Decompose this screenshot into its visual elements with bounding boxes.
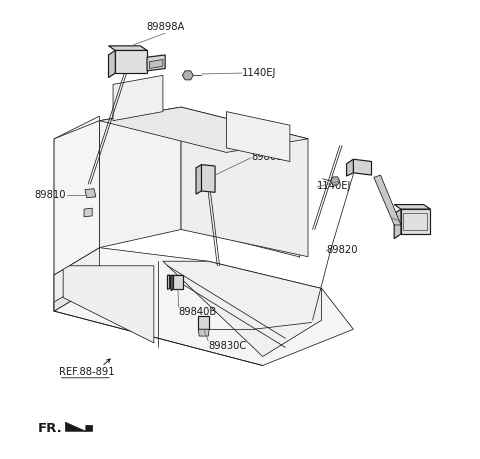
Polygon shape: [198, 329, 209, 336]
Text: 89830C: 89830C: [208, 341, 247, 351]
Polygon shape: [54, 116, 99, 311]
Text: 89810: 89810: [34, 190, 65, 201]
Text: 1140EJ: 1140EJ: [317, 181, 351, 191]
Polygon shape: [115, 50, 147, 73]
Polygon shape: [171, 275, 173, 291]
Polygon shape: [374, 175, 401, 225]
Polygon shape: [113, 75, 163, 121]
Polygon shape: [63, 266, 154, 343]
Polygon shape: [54, 121, 99, 275]
Text: 89840B: 89840B: [179, 307, 217, 317]
Polygon shape: [168, 275, 170, 289]
Polygon shape: [65, 422, 93, 431]
Text: REF.88-891: REF.88-891: [59, 367, 114, 377]
Polygon shape: [353, 159, 372, 175]
Polygon shape: [173, 275, 183, 289]
Polygon shape: [163, 261, 322, 357]
Text: 89898A: 89898A: [146, 22, 184, 32]
Polygon shape: [347, 159, 353, 176]
Polygon shape: [170, 275, 180, 288]
Polygon shape: [149, 60, 163, 68]
Polygon shape: [108, 46, 147, 50]
Polygon shape: [108, 50, 115, 78]
Polygon shape: [394, 205, 431, 209]
Polygon shape: [182, 71, 193, 80]
Polygon shape: [331, 177, 340, 185]
Text: 1140EJ: 1140EJ: [242, 68, 276, 78]
Text: 89801: 89801: [252, 152, 283, 162]
Polygon shape: [99, 107, 308, 152]
Polygon shape: [394, 209, 401, 239]
Polygon shape: [227, 112, 290, 162]
Polygon shape: [147, 55, 165, 71]
Text: FR.: FR.: [38, 422, 63, 435]
Polygon shape: [54, 248, 99, 311]
Polygon shape: [202, 165, 215, 192]
Polygon shape: [181, 107, 308, 257]
Polygon shape: [198, 316, 209, 329]
Polygon shape: [401, 209, 431, 234]
Polygon shape: [99, 107, 181, 248]
Polygon shape: [196, 165, 202, 194]
Text: 89820: 89820: [326, 245, 358, 255]
Polygon shape: [84, 208, 92, 217]
Polygon shape: [54, 275, 99, 311]
Polygon shape: [85, 189, 96, 198]
Polygon shape: [54, 248, 353, 365]
Text: 89897C: 89897C: [392, 213, 431, 223]
